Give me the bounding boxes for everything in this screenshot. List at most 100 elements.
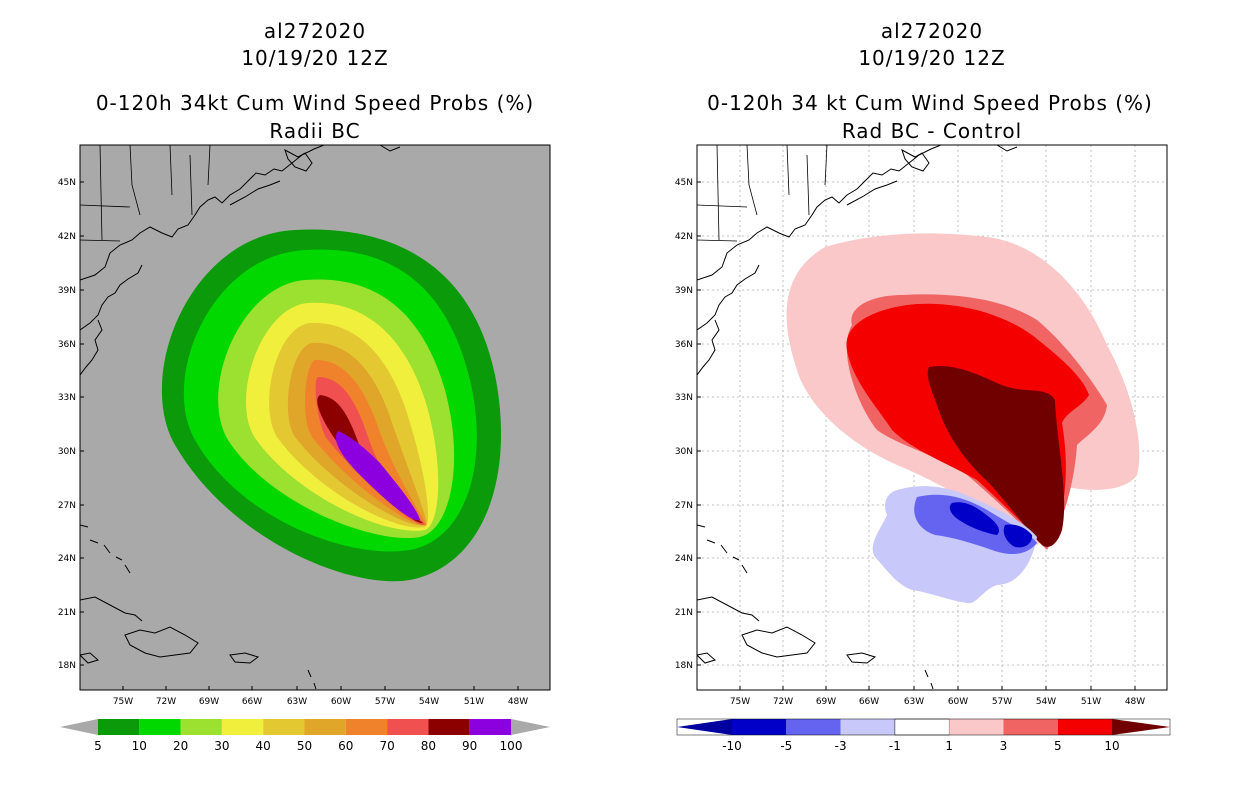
left-colorbar-label: 70 xyxy=(379,739,394,753)
left-lat-label: 18N xyxy=(58,661,76,671)
right-axis-ticks xyxy=(697,181,1136,690)
right-lon-label: 57W xyxy=(992,697,1012,707)
right-colorbar-swatch xyxy=(1003,719,1058,735)
right-lat-label: 45N xyxy=(675,178,693,188)
left-lon-label: 63W xyxy=(287,697,307,707)
right-lon-label: 72W xyxy=(773,697,793,707)
left-lat-label: 30N xyxy=(58,447,76,457)
left-colorbar-label: 100 xyxy=(500,739,523,753)
left-colorbar-label: 80 xyxy=(421,739,436,753)
right-title-line1: 0-120h 34 kt Cum Wind Speed Probs (%) xyxy=(707,91,1153,115)
right-lon-label: 48W xyxy=(1125,697,1145,707)
right-colorbar-label: -1 xyxy=(889,739,901,753)
left-lat-label: 24N xyxy=(58,554,76,564)
right-colorbar-swatch xyxy=(786,719,841,735)
right-difference-contours xyxy=(697,145,1167,690)
left-colorbar-swatch xyxy=(98,719,140,735)
right-lon-label: 69W xyxy=(816,697,836,707)
left-lat-label: 39N xyxy=(58,286,76,296)
left-lon-label: 48W xyxy=(508,697,528,707)
left-lat-label: 21N xyxy=(58,608,76,618)
left-colorbar-label: 90 xyxy=(462,739,477,753)
contour-80 xyxy=(317,395,423,524)
right-lat-label: 42N xyxy=(675,232,693,242)
right-colorbar-swatch xyxy=(949,719,1004,735)
left-lon-label: 66W xyxy=(242,697,262,707)
left-datetime: 10/19/20 12Z xyxy=(241,46,389,70)
left-axis-ticks xyxy=(80,181,519,690)
left-colorbar-low-arrow xyxy=(60,719,98,735)
left-colorbar-swatch xyxy=(469,719,511,735)
left-colorbar-swatch xyxy=(263,719,305,735)
left-colorbar-label: 20 xyxy=(173,739,188,753)
left-colorbar-swatch xyxy=(304,719,346,735)
left-lon-label: 57W xyxy=(375,697,395,707)
left-lat-label: 27N xyxy=(58,501,76,511)
left-title-line1: 0-120h 34kt Cum Wind Speed Probs (%) xyxy=(95,91,535,115)
right-lon-label: 63W xyxy=(904,697,924,707)
left-colorbar-label: 30 xyxy=(214,739,229,753)
right-lat-label: 27N xyxy=(675,501,693,511)
right-lon-label: 51W xyxy=(1081,697,1101,707)
left-lon-label: 60W xyxy=(331,697,351,707)
left-lat-labels: 45N 42N 39N 36N 33N 30N 27N 24N 21N 18N xyxy=(58,178,76,671)
right-colorbar-label: 10 xyxy=(1104,739,1119,753)
left-colorbar-swatch xyxy=(221,719,264,735)
right-colorbar-swatch xyxy=(894,718,950,736)
contour-90 xyxy=(335,431,420,521)
right-lon-label: 54W xyxy=(1036,697,1056,707)
right-map-panel: 45N 42N 39N 36N 33N 30N 27N 24N 21N 18N … xyxy=(675,144,1168,707)
right-lon-label: 75W xyxy=(730,697,750,707)
contour-neg-5a xyxy=(949,502,1000,535)
left-map-panel: 45N 42N 39N 36N 33N 30N 27N 24N 21N 18N … xyxy=(58,144,551,707)
right-lat-label: 24N xyxy=(675,554,693,564)
left-probability-contours xyxy=(80,145,502,690)
left-lat-label: 42N xyxy=(58,232,76,242)
left-storm-id: al272020 xyxy=(263,19,367,43)
right-lon-label: 66W xyxy=(859,697,879,707)
right-colorbar-label: -10 xyxy=(722,739,742,753)
right-storm-id: al272020 xyxy=(880,19,984,43)
left-colorbar-swatch xyxy=(345,719,388,735)
right-colorbar-label: -3 xyxy=(835,739,847,753)
left-colorbar-swatch xyxy=(180,719,222,735)
left-colorbar: 5 10 20 30 40 50 60 70 80 90 100 xyxy=(60,719,550,753)
left-colorbar-swatch xyxy=(387,719,429,735)
left-lon-label: 51W xyxy=(464,697,484,707)
right-colorbar-high-arrow xyxy=(1112,719,1170,735)
right-colorbar-swatch xyxy=(1057,719,1113,735)
left-title-line2: Radii BC xyxy=(269,119,361,143)
left-colorbar-label: 5 xyxy=(94,739,102,753)
right-colorbar: -10 -5 -3 -1 1 3 5 10 xyxy=(676,718,1171,753)
left-lon-label: 72W xyxy=(156,697,176,707)
left-colorbar-label: 40 xyxy=(256,739,271,753)
right-map-frame xyxy=(696,144,1168,691)
left-map-frame xyxy=(79,144,551,691)
contour-neg-5b xyxy=(1003,524,1033,548)
left-lon-labels: 75W 72W 69W 66W 63W 60W 57W 54W 51W 48W xyxy=(113,697,528,707)
left-lon-label: 54W xyxy=(419,697,439,707)
left-lon-label: 69W xyxy=(199,697,219,707)
right-lon-label: 60W xyxy=(948,697,968,707)
contour-pos-10 xyxy=(927,365,1065,547)
right-colorbar-label: 3 xyxy=(1000,739,1008,753)
right-colorbar-label: -5 xyxy=(780,739,792,753)
left-colorbar-label: 60 xyxy=(338,739,353,753)
left-lat-label: 45N xyxy=(58,178,76,188)
right-colorbar-swatch xyxy=(732,719,787,735)
right-lat-label: 21N xyxy=(675,608,693,618)
left-colorbar-label: 50 xyxy=(297,739,312,753)
right-lat-label: 33N xyxy=(675,393,693,403)
left-colorbar-label: 10 xyxy=(132,739,147,753)
left-colorbar-swatch xyxy=(139,719,181,735)
right-colorbar-label: 1 xyxy=(945,739,953,753)
right-lat-label: 18N xyxy=(675,661,693,671)
right-lon-labels: 75W 72W 69W 66W 63W 60W 57W 54W 51W 48W xyxy=(730,697,1145,707)
right-lat-labels: 45N 42N 39N 36N 33N 30N 27N 24N 21N 18N xyxy=(675,178,693,671)
right-colorbar-label: 5 xyxy=(1054,739,1062,753)
right-lat-label: 36N xyxy=(675,340,693,350)
right-colorbar-swatch xyxy=(840,719,895,735)
right-lat-label: 39N xyxy=(675,286,693,296)
right-colorbar-low-arrow xyxy=(677,719,732,735)
left-lat-label: 33N xyxy=(58,393,76,403)
